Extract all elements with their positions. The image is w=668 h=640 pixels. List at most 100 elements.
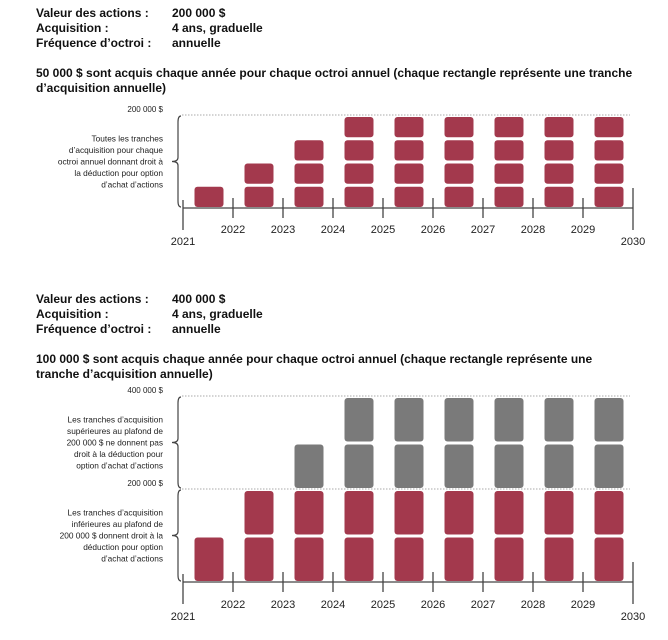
x-tick-label: 2030: [621, 236, 645, 248]
vesting-tranche-ineligible: [594, 398, 624, 442]
vesting-tranche-eligible: [594, 186, 624, 207]
x-tick-label: 2027: [471, 599, 495, 611]
vesting-tranche-eligible: [444, 186, 474, 207]
x-tick-label: 2029: [571, 224, 595, 236]
vesting-tranche-eligible: [594, 491, 624, 535]
vesting-tranche-eligible: [194, 186, 224, 207]
vesting-tranche-eligible: [444, 140, 474, 161]
vesting-tranche-eligible: [294, 537, 324, 581]
vesting-tranche-eligible: [244, 163, 274, 184]
info-label: Acquisition :: [36, 21, 109, 35]
vesting-tranche-eligible: [544, 491, 574, 535]
vesting-tranche-ineligible: [494, 444, 524, 488]
vesting-tranche-eligible: [494, 163, 524, 184]
info-row-frequency: Fréquence d’octroi : annuelle: [36, 36, 263, 51]
vesting-tranche-ineligible: [494, 398, 524, 442]
vesting-tranche-eligible: [594, 117, 624, 138]
heading-line: d’acquisition annuelle): [36, 81, 167, 95]
vesting-tranche-eligible: [294, 163, 324, 184]
vesting-tranche-eligible: [594, 140, 624, 161]
vesting-tranche-ineligible: [544, 398, 574, 442]
vesting-tranche-eligible: [394, 537, 424, 581]
x-tick-label: 2027: [471, 224, 495, 236]
info-label: Fréquence d’octroi :: [36, 322, 152, 336]
brace-icon: [171, 115, 182, 208]
vesting-tranche-ineligible: [444, 398, 474, 442]
x-tick-label: 2029: [571, 599, 595, 611]
brace-icon: [171, 489, 182, 582]
vesting-tranche-eligible: [494, 117, 524, 138]
vesting-tranche-ineligible: [394, 444, 424, 488]
vesting-tranche-ineligible: [444, 444, 474, 488]
vesting-tranche-eligible: [244, 491, 274, 535]
vesting-tranche-eligible: [394, 140, 424, 161]
heading-line: 50 000 $ sont acquis chaque année pour c…: [36, 66, 633, 80]
chart-2: 400 000 $ 200 000 $ Les tranches d’acquisi…: [60, 386, 646, 623]
info-value: 200 000 $: [172, 6, 226, 20]
x-tick-label: 2023: [271, 599, 295, 611]
annotation-text: option d’achat d’actions: [76, 461, 163, 471]
heading-line: tranche d’acquisition annuelle): [36, 367, 213, 381]
section2-info: Valeur des actions : 400 000 $ Acquisiti…: [36, 292, 263, 337]
annotation-text: octroi annuel donnant droit à: [58, 157, 164, 167]
vesting-tranche-eligible: [344, 537, 374, 581]
info-label: Fréquence d’octroi :: [36, 36, 152, 50]
annotation-text: Les tranches d’acquisition: [68, 415, 164, 425]
vesting-tranche-eligible: [494, 140, 524, 161]
info-label: Valeur des actions :: [36, 292, 149, 306]
x-tick-label: 2028: [521, 599, 545, 611]
annotation-text: d’achat d’actions: [101, 180, 163, 190]
info-value: 4 ans, graduelle: [172, 21, 263, 35]
x-tick-label: 2026: [421, 224, 445, 236]
annotation-text: Les tranches d’acquisition: [68, 508, 164, 518]
vesting-tranche-eligible: [544, 117, 574, 138]
vesting-tranche-eligible: [344, 491, 374, 535]
vesting-tranche-eligible: [244, 537, 274, 581]
vesting-tranche-eligible: [194, 537, 224, 581]
vesting-tranche-eligible: [444, 117, 474, 138]
x-tick-label: 2022: [221, 224, 245, 236]
x-tick-label: 2024: [321, 599, 345, 611]
x-tick-label: 2021: [171, 236, 195, 248]
vesting-tranche-eligible: [594, 537, 624, 581]
vesting-tranche-eligible: [344, 117, 374, 138]
info-value: annuelle: [172, 322, 221, 336]
section1-info: Valeur des actions : 200 000 $ Acquisiti…: [36, 6, 263, 51]
reference-label: 200 000 $: [127, 105, 163, 114]
vesting-tranche-ineligible: [294, 444, 324, 488]
info-label: Acquisition :: [36, 307, 109, 321]
vesting-tranche-eligible: [294, 140, 324, 161]
x-tick-label: 2022: [221, 599, 245, 611]
x-tick-label: 2026: [421, 599, 445, 611]
vesting-tranche-eligible: [494, 491, 524, 535]
x-tick-label: 2030: [621, 611, 645, 623]
vesting-tranche-ineligible: [344, 444, 374, 488]
vesting-tranche-ineligible: [344, 398, 374, 442]
section1-heading: 50 000 $ sont acquis chaque année pour c…: [36, 66, 636, 96]
info-row-vesting: Acquisition : 4 ans, graduelle: [36, 307, 263, 322]
vesting-tranche-eligible: [444, 491, 474, 535]
vesting-tranche-eligible: [544, 186, 574, 207]
vesting-tranche-eligible: [344, 140, 374, 161]
vesting-tranche-eligible: [394, 163, 424, 184]
vesting-tranche-eligible: [394, 186, 424, 207]
section2-heading: 100 000 $ sont acquis chaque année pour …: [36, 352, 636, 382]
vesting-tranche-eligible: [444, 537, 474, 581]
annotation-text: déduction pour option: [83, 542, 163, 552]
vesting-tranche-ineligible: [594, 444, 624, 488]
annotation-text: d’achat d’actions: [101, 554, 163, 564]
reference-label: 400 000 $: [127, 386, 163, 395]
vesting-tranche-eligible: [344, 163, 374, 184]
x-tick-label: 2021: [171, 611, 195, 623]
reference-label: 200 000 $: [127, 479, 163, 488]
vesting-tranche-ineligible: [544, 444, 574, 488]
vesting-tranche-eligible: [444, 163, 474, 184]
brace-icon: [171, 396, 182, 489]
annotation-text: 200 000 $ ne donnent pas: [67, 438, 163, 448]
heading-line: 100 000 $ sont acquis chaque année pour …: [36, 352, 593, 366]
info-row-share-value: Valeur des actions : 200 000 $: [36, 6, 263, 21]
info-row-vesting: Acquisition : 4 ans, graduelle: [36, 21, 263, 36]
info-value: annuelle: [172, 36, 221, 50]
vesting-tranche-eligible: [494, 537, 524, 581]
